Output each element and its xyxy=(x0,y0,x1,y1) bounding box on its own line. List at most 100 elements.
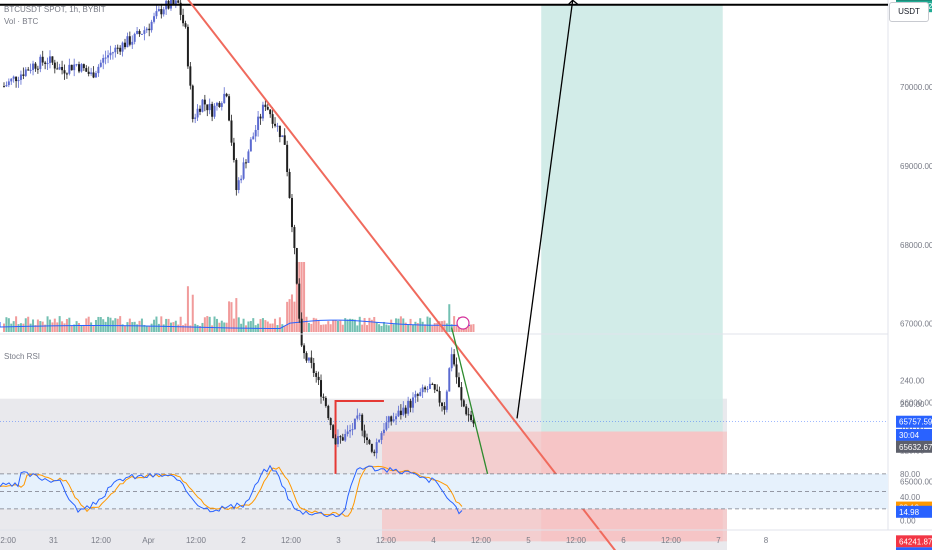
candle-body xyxy=(218,102,221,107)
candle-body xyxy=(121,42,124,52)
candle-body xyxy=(51,56,54,63)
currency-button[interactable]: USDT xyxy=(889,2,929,22)
volume-bar xyxy=(373,316,376,332)
volume-bar xyxy=(97,316,100,332)
volume-bar xyxy=(107,316,110,332)
volume-bar xyxy=(75,321,78,332)
volume-bar xyxy=(78,323,81,332)
volume-bar xyxy=(29,323,32,332)
symbol-legend: BTCUSDT SPOT, 1h, BYBIT xyxy=(4,5,106,14)
volume-bar xyxy=(3,323,5,332)
candle-body xyxy=(462,400,465,407)
candle-body xyxy=(368,440,371,444)
candle-body xyxy=(104,57,107,59)
volume-bar xyxy=(305,316,308,332)
volume-bar xyxy=(56,322,59,332)
downtrend-line xyxy=(187,0,617,550)
candle-body xyxy=(411,397,414,408)
candle-body xyxy=(409,400,412,408)
volume-bar xyxy=(421,321,424,332)
volume-bar xyxy=(390,319,393,332)
candle-body xyxy=(317,376,320,381)
candle-body xyxy=(124,42,126,48)
time-tick-label: 2 xyxy=(241,536,246,545)
time-tick-label: 7 xyxy=(716,536,721,545)
volume-bar xyxy=(448,304,451,332)
candle-body xyxy=(237,180,240,191)
candle-body xyxy=(307,357,310,361)
time-tick-label: 3 xyxy=(336,536,341,545)
volume-bar xyxy=(143,324,146,332)
candle-body xyxy=(450,354,453,369)
candle-body xyxy=(114,47,117,53)
candle-body xyxy=(182,14,185,24)
volume-bar xyxy=(114,318,117,332)
volume-bar xyxy=(269,323,272,332)
candle-body xyxy=(424,387,427,390)
price-tick-label: 68000.00 xyxy=(900,241,932,250)
time-tick-label: 12:00 xyxy=(471,536,492,545)
price-label: 65757.59 xyxy=(899,418,932,427)
candle-body xyxy=(29,69,32,71)
volume-bar xyxy=(274,318,277,332)
volume-bar xyxy=(87,316,90,332)
candle-body xyxy=(281,135,284,137)
volume-bar xyxy=(203,317,206,332)
volume-bar xyxy=(121,324,124,332)
candle-body xyxy=(390,416,393,422)
candle-body xyxy=(455,364,458,378)
candle-body xyxy=(109,52,112,56)
candle-body xyxy=(196,108,199,118)
candle-body xyxy=(177,0,180,3)
volume-bar xyxy=(184,323,187,332)
volume-bar xyxy=(235,298,238,332)
volume-bar xyxy=(320,324,323,332)
candle-body xyxy=(443,406,446,410)
candle-body xyxy=(184,23,187,27)
time-tick-label: 12:00 xyxy=(281,536,302,545)
candle-body xyxy=(228,96,231,121)
candle-body xyxy=(336,436,339,445)
candle-body xyxy=(235,159,238,191)
volume-bar xyxy=(247,321,250,332)
candle-body xyxy=(41,56,44,63)
stoch-k-line xyxy=(0,464,463,518)
volume-bar xyxy=(264,320,267,332)
target-zone xyxy=(541,4,723,432)
candle-body xyxy=(27,69,30,71)
candle-body xyxy=(402,407,405,416)
candle-body xyxy=(349,430,352,432)
volume-bar xyxy=(424,324,427,332)
alert-icon xyxy=(456,316,470,330)
candle-body xyxy=(172,0,175,5)
candle-body xyxy=(63,70,66,74)
candle-body xyxy=(465,406,468,415)
candle-body xyxy=(240,178,243,181)
volume-bar xyxy=(179,316,182,332)
candle-body xyxy=(140,33,143,35)
candle-body xyxy=(320,380,323,397)
candle-body xyxy=(87,71,90,74)
volume-bar xyxy=(385,324,388,332)
time-tick-label: 4 xyxy=(431,536,436,545)
candle-body xyxy=(150,21,153,31)
volume-bar xyxy=(259,319,262,332)
candle-body xyxy=(247,151,250,164)
volume-bar xyxy=(160,316,163,332)
volume-bar xyxy=(317,320,320,332)
candle-body xyxy=(186,26,189,67)
volume-bar xyxy=(411,324,414,332)
candle-body xyxy=(162,9,165,15)
volume-bar xyxy=(356,325,359,332)
volume-bar xyxy=(111,320,114,332)
candle-body xyxy=(249,139,252,152)
candle-body xyxy=(416,394,419,396)
volume-bar xyxy=(344,318,347,332)
volume-bar xyxy=(380,325,383,332)
candle-body xyxy=(53,62,56,69)
candle-body xyxy=(274,123,277,126)
candle-body xyxy=(445,391,448,410)
candle-body xyxy=(160,9,163,15)
volume-bar xyxy=(162,324,165,332)
